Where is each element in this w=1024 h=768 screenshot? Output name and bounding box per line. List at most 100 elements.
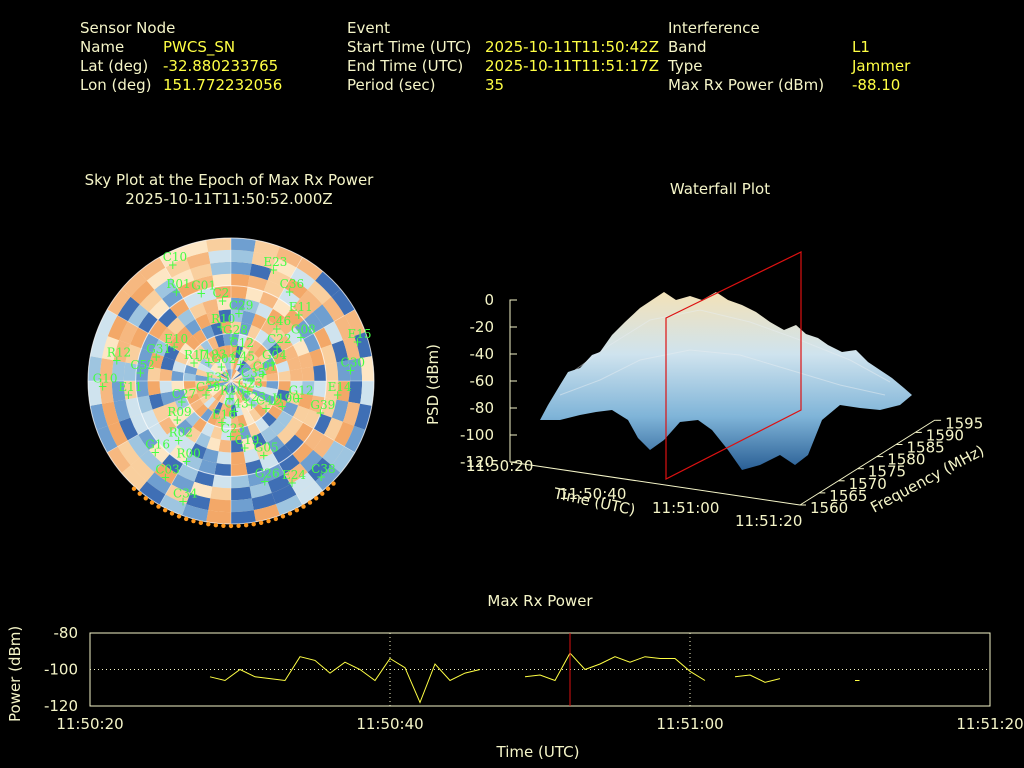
skyplot-cell [231,510,256,524]
skyplot-cell [344,425,366,453]
waterfall-z-tick-label: -120 [460,453,494,471]
skyplot-cell [206,238,231,252]
skyplot-cell [197,389,211,399]
satellite-label: C29 [196,380,220,394]
skyplot-cell [233,357,240,370]
skyplot-cell [251,492,276,511]
satellite-marker: + [260,475,270,489]
satellite-marker: + [172,413,182,427]
skyplot-cell [292,298,314,320]
skyplot-cell [146,267,172,290]
skyplot-cell [194,275,215,292]
skyplot-cell [243,411,255,426]
skyplot-cell [231,439,244,453]
skyplot-cell [148,352,164,369]
satellite-marker: + [204,355,214,369]
skyplot-cell [152,339,170,357]
satellite-label: R17 [184,348,208,362]
skyplot-cell [195,368,209,377]
skyplot-track-dot [149,500,155,505]
skyplot-cell [111,381,126,402]
satellite-marker: + [272,340,282,354]
satellite-label: C34 [173,487,198,501]
skyplot-track-dot [301,504,306,509]
skyplot-cell [254,329,270,345]
skyplot-track-dot [183,516,189,522]
skyplot-cell [96,425,118,453]
skyplot-cell [324,381,339,400]
skyplot-cell [219,381,231,384]
satellite-label: G26 [255,467,280,481]
skyplot-cell [301,366,315,381]
sensor-lat-label: Lat (deg) [80,57,149,75]
skyplot-cell [272,298,293,318]
skyplot-cell [195,381,208,388]
skyplot-cell [242,376,255,381]
satellite-marker: + [267,356,277,370]
skyplot-cell [127,304,149,328]
skyplot-track-dot [258,520,264,526]
satellite-marker: + [277,400,287,414]
skyplot-cell [226,381,231,393]
satellite-label: G10 [93,372,118,386]
waterfall-freq-tick-label: 1575 [868,463,906,481]
waterfall-z-tick-label: -20 [470,318,495,336]
skyplot-cell [212,273,231,288]
skyplot-cell [154,463,178,485]
skyplot-cell [276,410,293,427]
skyplot-cell [147,366,161,381]
skyplot-cell [331,399,349,422]
skyplot-cell [207,376,220,381]
skyplot-cell [183,453,203,471]
skyplot-track-dot [325,486,331,491]
skyplot-cell [259,453,279,471]
skyplot-cell [303,333,321,353]
satellite-marker: + [211,379,221,393]
satellite-marker: + [201,388,211,402]
skyplot-track-dot [198,520,204,526]
skyplot-track-dot [320,491,325,496]
skyplot-cell [271,257,297,278]
skyplot-cell [207,383,220,390]
skyplot-cell [96,309,118,337]
skyplot-cell [160,391,176,406]
satellite-label: R01 [166,277,190,291]
satellite-marker: + [294,308,304,322]
skyplot-cell [239,401,249,415]
skyplot-cell [247,275,268,292]
skyplot-cell [263,463,285,482]
power-chart-series [209,633,860,706]
skyplot-cell [208,369,221,377]
skyplot-cell [146,472,172,495]
skyplot-cell [159,246,187,268]
skyplot-cell [210,322,223,337]
skyplot-cell [157,307,178,328]
skyplot-cell [88,381,102,406]
satellite-label: R26 [220,384,244,398]
satellite-label: C29 [229,298,253,312]
skyplot-cell [247,325,261,340]
skyplot-cell [207,372,220,379]
skyplot-cell [141,333,159,353]
skyplot-cell [135,381,149,398]
skyplot-cell [292,339,310,357]
skyplot-cell [228,381,231,393]
satellite-label: C19 [235,433,259,447]
skyplot-cell [323,321,343,345]
satellite-marker: + [229,404,239,418]
sensor-lon-label: Lon (deg) [80,76,152,94]
satellite-label: E11 [289,300,313,314]
skyplot-cell [226,392,231,405]
skyplot-cell [186,251,211,270]
satellite-label: C35 [241,366,265,380]
skyplot-cell [324,362,339,381]
skyplot-cell [216,297,231,311]
power-chart-x-ticks: 11:50:20 11:50:40 11:51:00 11:51:20 [56,715,1023,733]
skyplot-cell [192,417,208,433]
skyplot-cell [177,280,199,299]
skyplot-cell [101,401,120,426]
satellite-marker: + [268,263,278,277]
satellite-marker: + [135,366,145,380]
skyplot-track-dot [156,504,161,509]
skyplot-azimuth-line [159,380,232,506]
